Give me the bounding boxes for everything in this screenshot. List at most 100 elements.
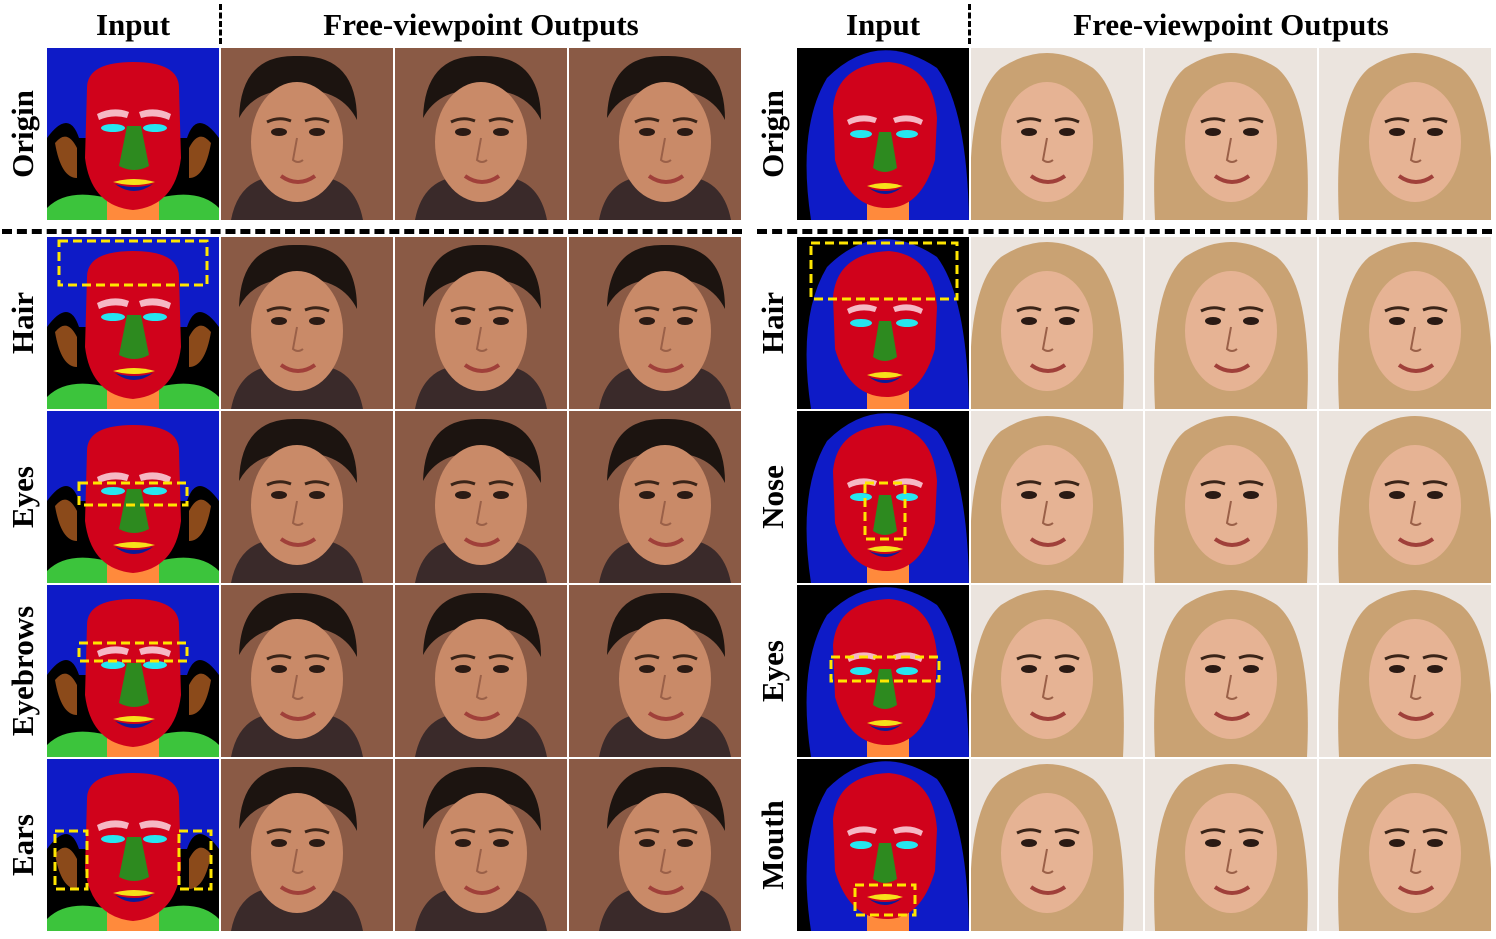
right-output-view-3-origin: [1319, 48, 1491, 220]
right-segmentation-mask-hair: [797, 237, 969, 409]
left-output-view-1-origin: [221, 48, 393, 220]
right-output-view-3-hair: [1319, 237, 1491, 409]
left-output-view-3-hair-graphic: [569, 237, 741, 409]
right-row-label-text-nose: Nose: [755, 465, 790, 529]
left-output-view-2-eyebrows-graphic: [395, 585, 567, 757]
right-segmentation-mask-eyes-graphic: [797, 585, 969, 757]
right-row-label-nose: Nose: [750, 411, 796, 583]
right-segmentation-mask-origin-graphic: [797, 48, 969, 220]
right-header-divider: [968, 4, 971, 44]
right-output-view-2-mouth: [1145, 759, 1317, 931]
left-segmentation-mask-ears: [47, 759, 219, 931]
right-segmentation-mask-mouth: [797, 759, 969, 931]
right-output-view-1-origin-graphic: [971, 48, 1143, 220]
right-output-view-3-hair-graphic: [1319, 237, 1491, 409]
left-row-label-text-eyebrows: Eyebrows: [5, 605, 41, 737]
left-output-view-3-eyes: [569, 411, 741, 583]
left-segmentation-mask-origin-graphic: [47, 48, 219, 220]
right-output-view-1-nose: [971, 411, 1143, 583]
left-output-view-1-hair-graphic: [221, 237, 393, 409]
right-row-label-origin: Origin: [750, 48, 796, 220]
left-row-label-origin: Origin: [0, 48, 46, 220]
right-output-view-2-hair: [1145, 237, 1317, 409]
left-output-view-3-origin-graphic: [569, 48, 741, 220]
right-output-view-1-mouth-graphic: [971, 759, 1143, 931]
left-row-label-text-ears: Ears: [5, 814, 40, 876]
left-output-view-1-eyebrows-graphic: [221, 585, 393, 757]
left-section-divider: [2, 229, 742, 234]
left-segmentation-mask-eyes: [47, 411, 219, 583]
left-header-divider: [219, 4, 222, 44]
right-output-view-1-hair-graphic: [971, 237, 1143, 409]
right-output-view-2-eyes: [1145, 585, 1317, 757]
right-output-view-3-origin-graphic: [1319, 48, 1491, 220]
left-segmentation-mask-ears-graphic: [47, 759, 219, 931]
left-output-view-3-ears: [569, 759, 741, 931]
right-output-view-1-mouth: [971, 759, 1143, 931]
left-segmentation-mask-origin: [47, 48, 219, 220]
right-output-view-3-eyes: [1319, 585, 1491, 757]
right-output-view-3-eyes-graphic: [1319, 585, 1491, 757]
left-output-view-2-origin-graphic: [395, 48, 567, 220]
right-row-label-text-mouth: Mouth: [755, 800, 791, 890]
left-output-view-1-eyebrows: [221, 585, 393, 757]
left-row-label-hair: Hair: [0, 237, 46, 409]
left-output-view-1-ears: [221, 759, 393, 931]
right-output-view-1-eyes: [971, 585, 1143, 757]
right-row-label-hair: Hair: [750, 237, 796, 409]
left-row-label-text-origin: Origin: [5, 90, 40, 178]
left-output-view-2-hair: [395, 237, 567, 409]
right-outputs-header: Free-viewpoint Outputs: [1073, 7, 1389, 42]
left-output-view-2-eyes-graphic: [395, 411, 567, 583]
right-row-label-eyes: Eyes: [750, 585, 796, 757]
right-section-divider: [757, 229, 1492, 234]
right-output-view-2-nose: [1145, 411, 1317, 583]
left-segmentation-mask-eyes-graphic: [47, 411, 219, 583]
left-output-view-1-eyes-graphic: [221, 411, 393, 583]
right-output-view-1-hair: [971, 237, 1143, 409]
left-output-view-2-eyebrows: [395, 585, 567, 757]
right-output-view-2-hair-graphic: [1145, 237, 1317, 409]
left-row-label-eyes: Eyes: [0, 411, 46, 583]
left-output-view-3-ears-graphic: [569, 759, 741, 931]
right-segmentation-mask-eyes: [797, 585, 969, 757]
right-output-view-2-eyes-graphic: [1145, 585, 1317, 757]
left-output-view-2-ears: [395, 759, 567, 931]
right-output-view-1-origin: [971, 48, 1143, 220]
left-output-view-1-hair: [221, 237, 393, 409]
right-segmentation-mask-origin: [797, 48, 969, 220]
right-output-view-2-mouth-graphic: [1145, 759, 1317, 931]
left-segmentation-mask-hair: [47, 237, 219, 409]
left-output-view-3-eyes-graphic: [569, 411, 741, 583]
right-output-view-2-origin-graphic: [1145, 48, 1317, 220]
left-output-view-3-hair: [569, 237, 741, 409]
left-output-view-3-origin: [569, 48, 741, 220]
left-segmentation-mask-eyebrows-graphic: [47, 585, 219, 757]
left-segmentation-mask-hair-graphic: [47, 237, 219, 409]
left-output-view-2-hair-graphic: [395, 237, 567, 409]
left-row-label-ears: Ears: [0, 759, 46, 931]
left-output-view-1-origin-graphic: [221, 48, 393, 220]
right-segmentation-mask-nose-graphic: [797, 411, 969, 583]
left-output-view-3-eyebrows: [569, 585, 741, 757]
right-segmentation-mask-mouth-graphic: [797, 759, 969, 931]
left-outputs-header: Free-viewpoint Outputs: [323, 7, 639, 42]
right-output-view-3-nose-graphic: [1319, 411, 1491, 583]
right-row-label-text-origin: Origin: [755, 90, 790, 178]
left-output-view-2-origin: [395, 48, 567, 220]
left-output-view-2-ears-graphic: [395, 759, 567, 931]
right-output-view-3-mouth: [1319, 759, 1491, 931]
left-output-view-1-eyes: [221, 411, 393, 583]
right-segmentation-mask-nose: [797, 411, 969, 583]
right-output-view-1-eyes-graphic: [971, 585, 1143, 757]
left-output-view-2-eyes: [395, 411, 567, 583]
right-output-view-2-origin: [1145, 48, 1317, 220]
left-segmentation-mask-eyebrows: [47, 585, 219, 757]
right-output-view-3-nose: [1319, 411, 1491, 583]
left-row-label-text-hair: Hair: [5, 292, 40, 354]
right-output-view-3-mouth-graphic: [1319, 759, 1491, 931]
left-input-header: Input: [95, 7, 171, 42]
right-row-label-mouth: Mouth: [750, 759, 796, 931]
right-input-header: Input: [845, 7, 921, 42]
left-output-view-1-ears-graphic: [221, 759, 393, 931]
